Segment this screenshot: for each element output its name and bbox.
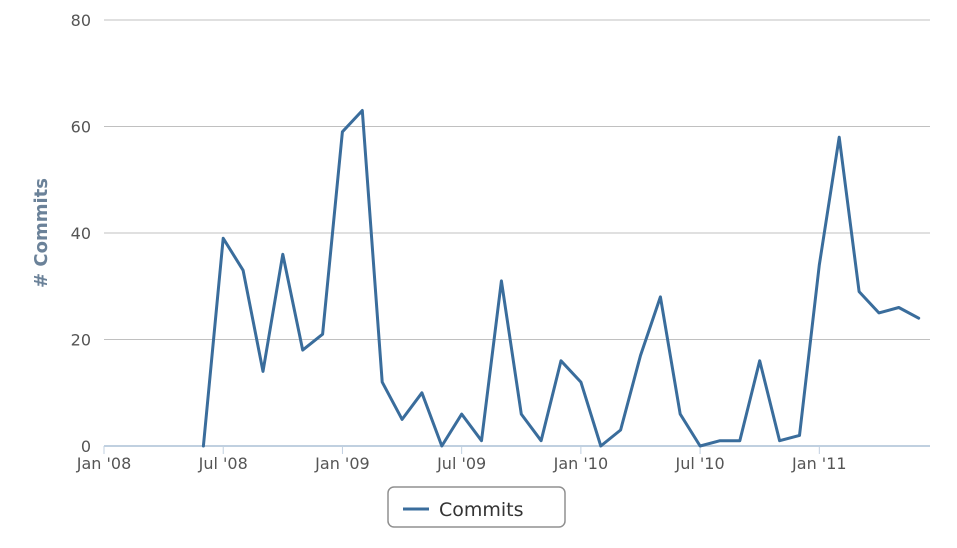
y-axis-ticks: 0 20 40 60 80 bbox=[71, 11, 91, 456]
data-point[interactable] bbox=[458, 410, 466, 418]
data-point[interactable] bbox=[438, 442, 446, 450]
data-point[interactable] bbox=[716, 437, 724, 445]
y-tick-label: 40 bbox=[71, 224, 91, 243]
data-point[interactable] bbox=[915, 314, 923, 322]
data-point[interactable] bbox=[279, 250, 287, 258]
x-tick-label: Jan '08 bbox=[76, 454, 132, 473]
data-point[interactable] bbox=[259, 367, 267, 375]
x-tick-label: Jan '10 bbox=[553, 454, 609, 473]
data-point[interactable] bbox=[418, 389, 426, 397]
x-tick-label: Jul '09 bbox=[436, 454, 486, 473]
data-point[interactable] bbox=[676, 410, 684, 418]
y-tick-label: 20 bbox=[71, 331, 91, 350]
data-point[interactable] bbox=[199, 442, 207, 450]
data-point[interactable] bbox=[299, 346, 307, 354]
data-point[interactable] bbox=[537, 437, 545, 445]
legend-box bbox=[387, 486, 566, 528]
y-tick-label: 60 bbox=[71, 118, 91, 137]
series-layer bbox=[199, 107, 923, 450]
data-point[interactable] bbox=[617, 426, 625, 434]
x-tick-label: Jul '10 bbox=[675, 454, 725, 473]
data-point[interactable] bbox=[835, 133, 843, 141]
data-point[interactable] bbox=[736, 437, 744, 445]
x-tick-label: Jul '08 bbox=[198, 454, 248, 473]
y-tick-label: 0 bbox=[81, 437, 91, 456]
x-tick-label: Jan '09 bbox=[314, 454, 370, 473]
data-point[interactable] bbox=[557, 357, 565, 365]
data-point[interactable] bbox=[358, 107, 366, 115]
data-point[interactable] bbox=[895, 304, 903, 312]
data-point[interactable] bbox=[398, 415, 406, 423]
data-point[interactable] bbox=[338, 128, 346, 136]
data-point[interactable] bbox=[656, 293, 664, 301]
data-point[interactable] bbox=[696, 442, 704, 450]
legend-label: Commits bbox=[439, 499, 524, 521]
x-tick-label: Jan '11 bbox=[791, 454, 847, 473]
y-axis-title: # Commits bbox=[31, 178, 52, 288]
data-point[interactable] bbox=[597, 442, 605, 450]
data-point[interactable] bbox=[815, 261, 823, 269]
series-line-commits[interactable] bbox=[201, 109, 921, 448]
data-point[interactable] bbox=[219, 234, 227, 242]
data-point[interactable] bbox=[497, 277, 505, 285]
data-point[interactable] bbox=[378, 378, 386, 386]
data-point[interactable] bbox=[517, 410, 525, 418]
legend[interactable]: Commits bbox=[387, 486, 566, 528]
data-point[interactable] bbox=[239, 266, 247, 274]
gridlines bbox=[104, 19, 930, 340]
data-point[interactable] bbox=[756, 357, 764, 365]
data-point[interactable] bbox=[796, 431, 804, 439]
data-point[interactable] bbox=[319, 330, 327, 338]
x-axis: Jan '08 Jul '08 Jan '09 Jul '09 Jan '10 Jul '… bbox=[76, 445, 930, 473]
data-point[interactable] bbox=[875, 309, 883, 317]
data-point[interactable] bbox=[577, 378, 585, 386]
data-point[interactable] bbox=[776, 437, 784, 445]
data-point[interactable] bbox=[478, 437, 486, 445]
data-point[interactable] bbox=[855, 288, 863, 296]
y-tick-label: 80 bbox=[71, 11, 91, 30]
data-point[interactable] bbox=[637, 352, 645, 360]
